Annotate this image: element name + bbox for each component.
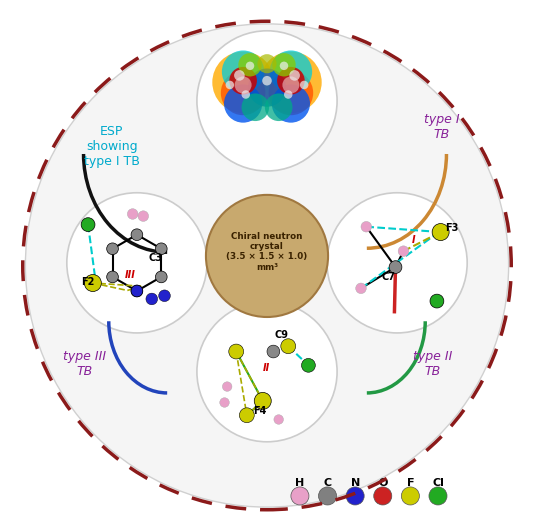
Text: type III
TB: type III TB	[62, 350, 106, 378]
Circle shape	[127, 209, 138, 219]
Circle shape	[282, 76, 300, 93]
Circle shape	[257, 54, 277, 73]
Circle shape	[430, 294, 444, 308]
Text: H: H	[295, 478, 304, 488]
Circle shape	[291, 487, 309, 505]
Circle shape	[272, 53, 296, 76]
Text: F: F	[406, 478, 414, 488]
Circle shape	[197, 31, 337, 171]
Circle shape	[346, 487, 364, 505]
Text: type I
TB: type I TB	[423, 114, 459, 141]
Text: Cl: Cl	[432, 478, 444, 488]
Circle shape	[81, 218, 95, 232]
Circle shape	[356, 283, 366, 294]
Circle shape	[269, 71, 313, 115]
Circle shape	[238, 53, 262, 76]
Circle shape	[246, 62, 254, 70]
Circle shape	[107, 271, 119, 282]
Circle shape	[84, 275, 101, 292]
Circle shape	[155, 243, 167, 255]
Circle shape	[131, 285, 143, 297]
Circle shape	[241, 93, 269, 121]
Circle shape	[389, 261, 402, 273]
Circle shape	[300, 81, 309, 89]
Text: II: II	[263, 363, 270, 373]
Circle shape	[284, 90, 293, 99]
Circle shape	[318, 487, 336, 505]
Circle shape	[289, 70, 300, 81]
Circle shape	[213, 52, 274, 113]
Circle shape	[138, 211, 148, 221]
Circle shape	[432, 224, 449, 241]
Circle shape	[241, 90, 250, 99]
Circle shape	[260, 52, 321, 113]
Circle shape	[159, 290, 170, 302]
Circle shape	[272, 84, 310, 123]
Circle shape	[197, 302, 337, 442]
Circle shape	[277, 67, 305, 95]
Circle shape	[225, 81, 234, 89]
Text: C3: C3	[148, 253, 162, 262]
Text: C9: C9	[275, 330, 289, 340]
Circle shape	[131, 285, 143, 297]
Circle shape	[327, 193, 467, 333]
Text: I: I	[412, 235, 415, 245]
Text: O: O	[378, 478, 388, 488]
Circle shape	[221, 71, 265, 115]
Circle shape	[361, 221, 372, 232]
Circle shape	[254, 392, 271, 409]
Circle shape	[280, 62, 288, 70]
Circle shape	[229, 344, 244, 359]
Circle shape	[398, 246, 409, 256]
Circle shape	[146, 293, 158, 305]
Circle shape	[262, 76, 272, 85]
Circle shape	[239, 408, 254, 423]
Text: C7: C7	[381, 272, 395, 282]
Circle shape	[107, 243, 119, 255]
Circle shape	[234, 70, 245, 81]
Circle shape	[374, 487, 392, 505]
Circle shape	[281, 339, 296, 354]
Circle shape	[402, 487, 419, 505]
Circle shape	[302, 358, 315, 372]
Circle shape	[229, 67, 257, 95]
Circle shape	[265, 93, 293, 121]
Circle shape	[224, 84, 262, 123]
Circle shape	[234, 76, 252, 93]
Text: F3: F3	[445, 223, 458, 233]
Text: F2: F2	[81, 277, 95, 287]
Text: Chiral neutron
crystal
(3.5 × 1.5 × 1.0)
mm³: Chiral neutron crystal (3.5 × 1.5 × 1.0)…	[226, 232, 308, 272]
Circle shape	[222, 382, 232, 391]
Circle shape	[67, 193, 207, 333]
Circle shape	[26, 24, 508, 507]
Circle shape	[429, 487, 447, 505]
Circle shape	[155, 271, 167, 282]
Circle shape	[267, 345, 280, 358]
Text: ESP
showing
type I TB: ESP showing type I TB	[84, 125, 140, 167]
Text: N: N	[350, 478, 360, 488]
Text: III: III	[125, 270, 136, 279]
Circle shape	[248, 68, 286, 107]
Circle shape	[206, 195, 328, 317]
Text: F4: F4	[254, 406, 267, 416]
Circle shape	[131, 229, 143, 241]
Text: type II
TB: type II TB	[413, 350, 452, 378]
Circle shape	[270, 50, 312, 93]
Circle shape	[220, 398, 229, 407]
Circle shape	[274, 415, 284, 424]
Text: C: C	[324, 478, 332, 488]
Circle shape	[222, 50, 264, 93]
